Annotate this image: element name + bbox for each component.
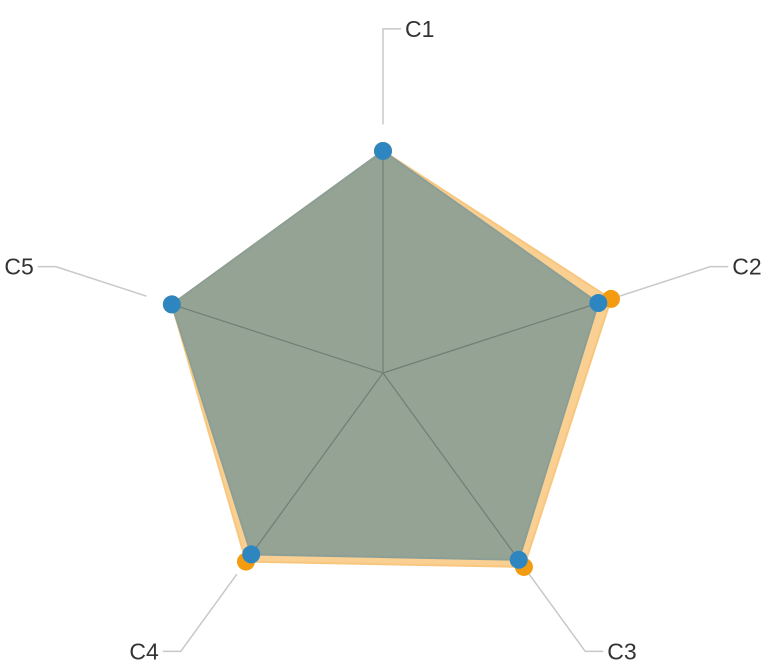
radar-spokes — [163, 142, 603, 561]
spoke-C2 — [382, 301, 603, 374]
leader-C5 — [37, 265, 147, 297]
series-2-point-C4 — [242, 545, 261, 564]
spoke-C3 — [382, 372, 520, 561]
radar-series — [170, 150, 613, 568]
label-leaders — [37, 28, 729, 653]
axis-label-C2: C2 — [732, 254, 761, 280]
series-2-point-C5 — [162, 295, 181, 314]
series-2-point-C1 — [374, 142, 392, 160]
radar-markers — [162, 142, 621, 576]
axis-label-C4: C4 — [129, 638, 159, 664]
leader-C2 — [619, 265, 729, 297]
spoke-C5 — [163, 301, 384, 374]
axis-label-C1: C1 — [405, 16, 434, 42]
series-2-point-C2 — [589, 294, 608, 313]
spoke-C4 — [246, 372, 384, 561]
leader-C1 — [382, 28, 401, 125]
series-2-area — [170, 150, 600, 561]
axis-label-C3: C3 — [607, 638, 636, 664]
series-2-point-C3 — [509, 550, 528, 569]
axis-label-C5: C5 — [4, 254, 33, 280]
leader-C4 — [162, 573, 238, 653]
axis-labels: C1 C2 C3 C4 C5 — [4, 16, 761, 664]
leader-C3 — [528, 573, 604, 653]
